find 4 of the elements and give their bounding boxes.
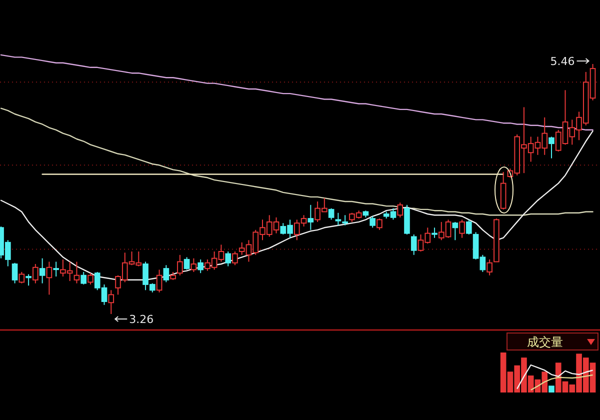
annotation: 5.46 (550, 55, 575, 68)
annotation: 3.26 (129, 313, 154, 326)
chart-title: 成交量 (527, 335, 563, 349)
bar (548, 386, 554, 392)
